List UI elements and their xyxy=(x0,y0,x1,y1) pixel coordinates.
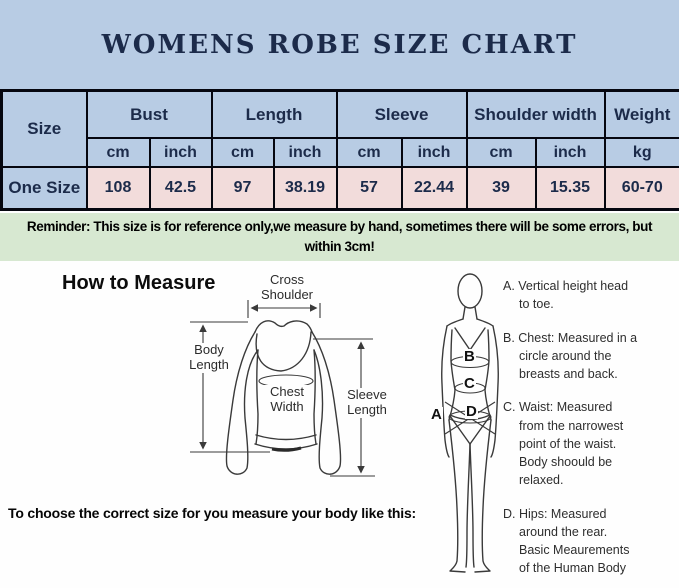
note-line: breasts and back. xyxy=(519,367,618,381)
unit-header: cm xyxy=(335,137,403,168)
label-sleeve-length: Sleeve Length xyxy=(342,387,392,418)
row-size-label: One Size xyxy=(0,166,88,211)
title-band: WOMENS ROBE SIZE CHART xyxy=(0,0,679,89)
page-title: WOMENS ROBE SIZE CHART xyxy=(101,29,578,60)
value-shoulder-cm: 39 xyxy=(465,166,537,211)
unit-header: inch xyxy=(534,137,606,168)
note-line: from the narrowest xyxy=(519,418,624,433)
value-length-cm: 97 xyxy=(210,166,275,211)
col-header-length: Length xyxy=(210,89,338,139)
label-cross-shoulder: Cross Shoulder xyxy=(250,272,324,303)
instruction-text: To choose the correct size for you measu… xyxy=(8,505,417,521)
reminder-text: Reminder: This size is for reference onl… xyxy=(26,218,653,254)
figure-letter-b: B xyxy=(463,348,476,365)
unit-header: cm xyxy=(465,137,537,168)
unit-header: inch xyxy=(400,137,468,168)
note-d: D. Hips: Measured around the rear. Basic… xyxy=(503,505,667,578)
note-line: to toe. xyxy=(519,297,554,312)
measurement-notes: A. Vertical height head to toe. B. Chest… xyxy=(503,277,667,588)
how-to-measure-heading: How to Measure xyxy=(62,272,216,294)
col-header-shoulder-width: Shoulder width xyxy=(465,89,606,139)
note-line: circle around the xyxy=(519,348,612,363)
value-length-inch: 38.19 xyxy=(272,166,338,211)
value-sleeve-cm: 57 xyxy=(335,166,403,211)
note-b: B. Chest: Measured in a circle around th… xyxy=(503,329,667,384)
label-body-length: Body Length xyxy=(186,342,232,373)
reminder-banner: Reminder: This size is for reference onl… xyxy=(0,213,679,261)
note-line: A. Vertical height head xyxy=(503,279,629,293)
body-figure-diagram xyxy=(441,273,499,573)
label-chest-width: Chest Width xyxy=(262,384,312,415)
unit-header: cm xyxy=(210,137,275,168)
note-line: point of the waist. xyxy=(519,436,617,451)
figure-letter-a: A xyxy=(430,406,443,423)
note-line: B. Chest: Measured in a xyxy=(503,330,638,345)
col-header-bust: Bust xyxy=(85,89,213,139)
note-line: C. Waist: Measured xyxy=(503,400,613,415)
value-bust-cm: 108 xyxy=(85,166,151,211)
value-shoulder-inch: 15.35 xyxy=(534,166,606,211)
value-sleeve-inch: 22.44 xyxy=(400,166,468,211)
size-table: Size Bust Length Sleeve Shoulder width W… xyxy=(0,89,679,211)
note-c: C. Waist: Measured from the narrowest po… xyxy=(503,398,667,489)
figure-letter-d: D xyxy=(465,403,478,420)
unit-header: inch xyxy=(148,137,213,168)
unit-header: cm xyxy=(85,137,151,168)
unit-header: inch xyxy=(272,137,338,168)
col-header-weight: Weight xyxy=(603,89,679,139)
value-weight-kg: 60-70 xyxy=(603,166,679,211)
note-line: Basic Meaurements xyxy=(519,543,630,557)
note-line: of the Human Body xyxy=(519,561,627,576)
garment-measure-diagram xyxy=(190,300,375,477)
size-column-header: Size xyxy=(0,89,88,168)
col-header-sleeve: Sleeve xyxy=(335,89,468,139)
note-a: A. Vertical height head to toe. xyxy=(503,277,667,314)
value-bust-inch: 42.5 xyxy=(148,166,213,211)
note-line: relaxed. xyxy=(519,473,564,488)
note-line: around the rear. xyxy=(519,524,608,539)
note-line: D. Hips: Measured xyxy=(503,506,607,521)
note-line: Body shoould be xyxy=(519,455,613,469)
figure-letter-c: C xyxy=(463,375,476,392)
unit-header: kg xyxy=(603,137,679,168)
table-row: One Size 108 42.5 97 38.19 57 22.44 39 1… xyxy=(0,166,679,211)
